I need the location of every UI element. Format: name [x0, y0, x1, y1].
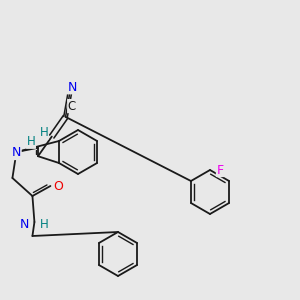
Text: N: N [68, 81, 77, 94]
Text: N: N [12, 146, 21, 160]
Text: C: C [68, 100, 76, 112]
Text: N: N [20, 218, 29, 230]
Text: O: O [53, 179, 63, 193]
Text: H: H [39, 218, 48, 230]
Text: F: F [216, 164, 224, 176]
Text: H: H [39, 126, 48, 139]
Text: H: H [27, 135, 35, 148]
